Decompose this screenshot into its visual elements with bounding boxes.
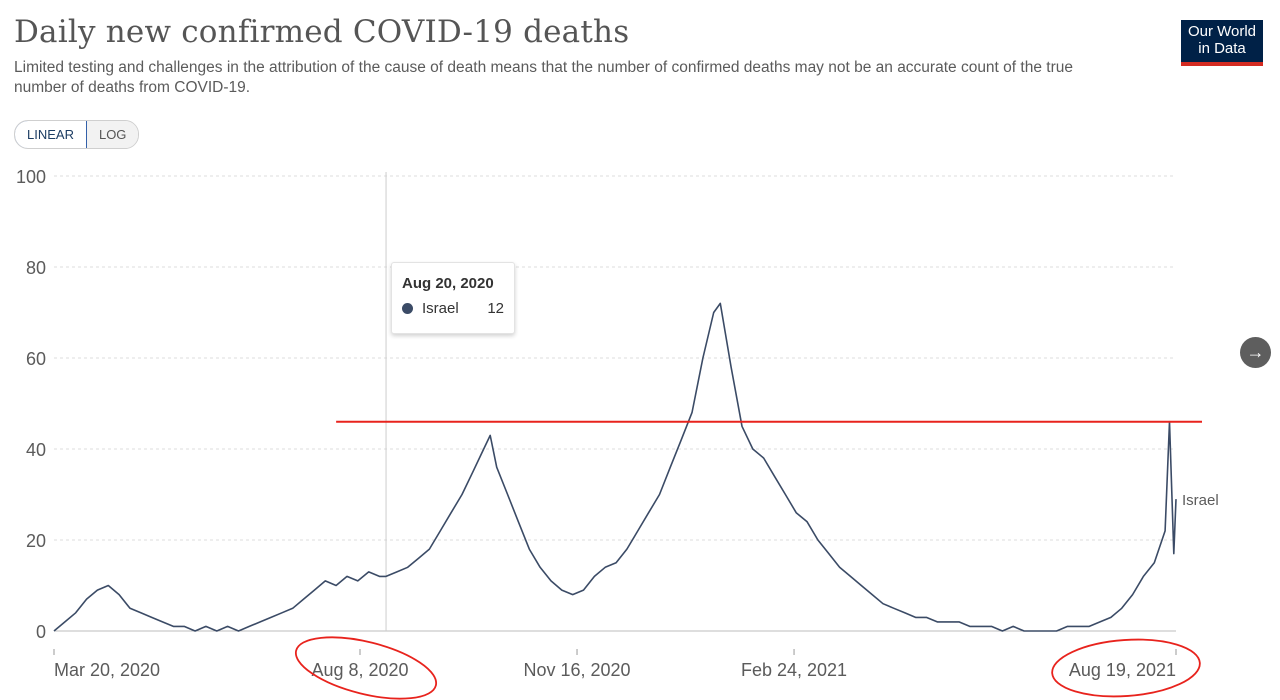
chart-subtitle: Limited testing and challenges in the at… xyxy=(14,59,1073,96)
linear-scale-button[interactable]: LINEAR xyxy=(15,121,87,148)
y-tick-label: 20 xyxy=(26,531,46,551)
tooltip-series-name: Israel xyxy=(422,300,459,317)
annotation-circle xyxy=(294,636,438,700)
line-chart[interactable]: 0 20 40 60 80 100 Mar 20, 2020 Aug 8, 2020 Nov 1… xyxy=(0,150,1280,700)
series-end-label: Israel xyxy=(1182,492,1219,509)
x-tick-label: Nov 16, 2020 xyxy=(523,660,630,680)
y-tick-label: 0 xyxy=(36,622,46,642)
series-line-israel xyxy=(53,302,1177,632)
tooltip-row: Israel 12 xyxy=(402,300,504,317)
log-scale-button[interactable]: LOG xyxy=(86,121,139,148)
y-tick-label: 100 xyxy=(16,167,46,187)
x-tick-label: Mar 20, 2020 xyxy=(54,660,160,680)
annotation-circle xyxy=(1051,638,1201,698)
chart-title: Daily new confirmed COVID-19 deaths xyxy=(14,14,630,50)
y-tick-label: 60 xyxy=(26,349,46,369)
y-tick-label: 40 xyxy=(26,440,46,460)
x-tick-label: Aug 8, 2020 xyxy=(311,660,408,680)
tooltip-date: Aug 20, 2020 xyxy=(402,275,494,292)
logo-line-1: Our World xyxy=(1187,23,1257,40)
y-tick-label: 80 xyxy=(26,258,46,278)
logo-line-2: in Data xyxy=(1198,40,1246,57)
next-chart-button[interactable]: → xyxy=(1240,337,1271,368)
scale-toggle: LINEAR LOG xyxy=(14,120,140,149)
series-color-dot xyxy=(402,303,413,314)
owid-logo[interactable]: Our World in Data xyxy=(1181,20,1263,66)
arrow-right-icon: → xyxy=(1246,342,1265,362)
x-tick-label: Aug 19, 2021 xyxy=(1069,660,1176,680)
hover-tooltip: Aug 20, 2020 Israel 12 xyxy=(391,262,515,334)
x-tick-label: Feb 24, 2021 xyxy=(741,660,847,680)
tooltip-value: 12 xyxy=(487,300,504,317)
